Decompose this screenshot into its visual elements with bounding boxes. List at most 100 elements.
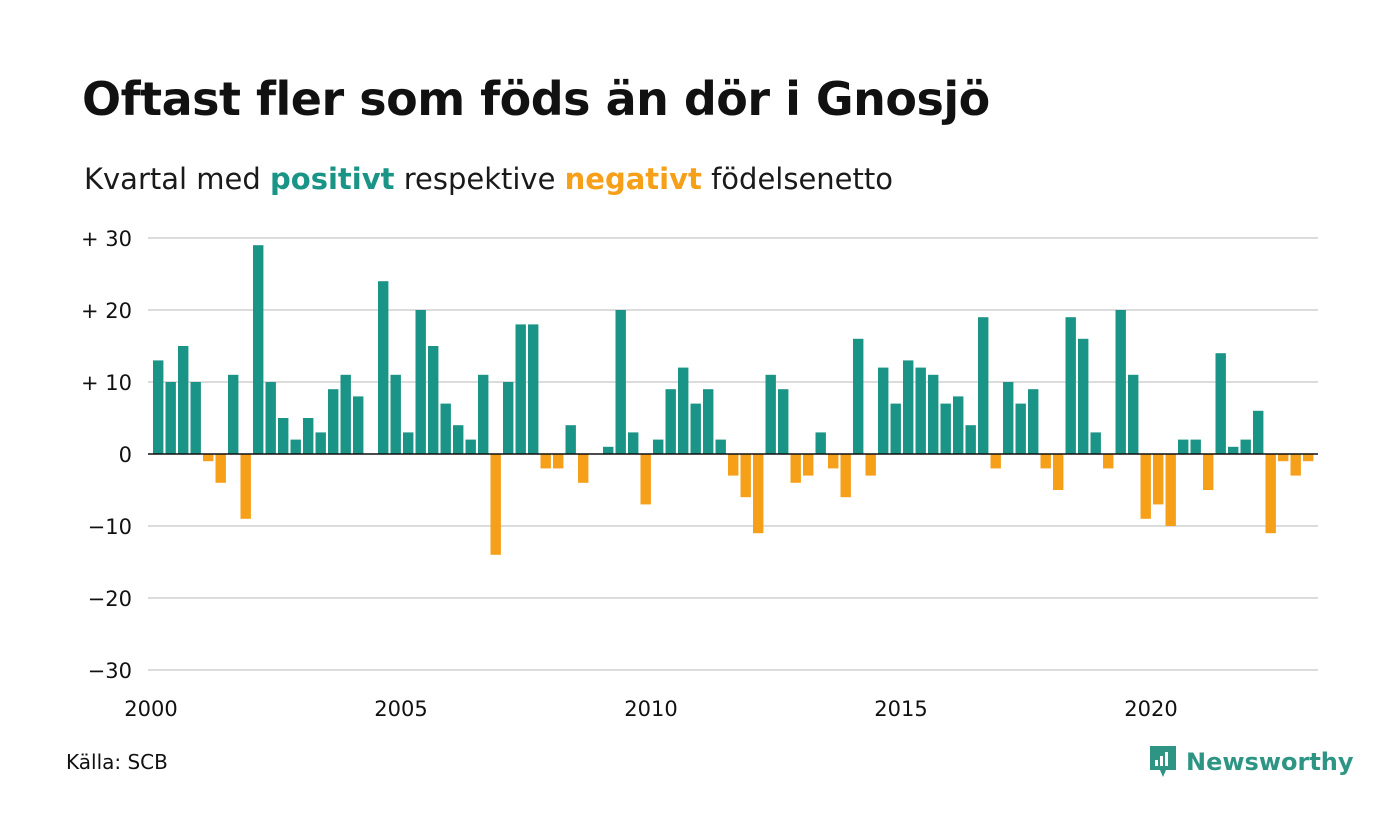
subtitle-middle: respektive xyxy=(394,162,565,196)
bar-positive xyxy=(653,439,664,454)
bar-positive xyxy=(1128,374,1139,454)
bar-negative xyxy=(578,454,589,483)
bar-positive xyxy=(165,382,176,454)
bar-positive xyxy=(528,324,539,454)
bar-negative xyxy=(803,454,814,476)
bar-positive xyxy=(178,346,189,454)
y-tick-label: −30 xyxy=(88,659,132,683)
bar-positive xyxy=(1065,317,1076,454)
bar-negative xyxy=(1203,454,1214,490)
bar-positive xyxy=(1215,353,1226,454)
chart-title: Oftast fler som föds än dör i Gnosjö xyxy=(82,72,990,126)
bar-positive xyxy=(1240,439,1251,454)
bar-negative xyxy=(640,454,651,505)
bar-positive xyxy=(915,367,926,454)
bar-positive xyxy=(440,403,451,454)
bar-negative xyxy=(1165,454,1176,526)
bar-negative xyxy=(1278,454,1289,462)
bar-negative xyxy=(865,454,876,476)
bar-positive xyxy=(1253,410,1264,454)
y-tick-label: −20 xyxy=(88,587,132,611)
bar-negative xyxy=(1140,454,1151,519)
bar-negative xyxy=(1053,454,1064,490)
bar-positive xyxy=(853,338,864,454)
bar-negative xyxy=(215,454,226,483)
bar-positive xyxy=(1015,403,1026,454)
bar-negative xyxy=(753,454,764,534)
bar-negative xyxy=(203,454,214,462)
bar-positive xyxy=(290,439,301,454)
x-tick-label: 2005 xyxy=(374,697,427,721)
y-tick-label: + 30 xyxy=(81,227,132,251)
bar-negative xyxy=(1265,454,1276,534)
bar-positive xyxy=(340,374,351,454)
bar-positive xyxy=(190,382,201,454)
bar-positive xyxy=(303,418,314,454)
bar-positive xyxy=(890,403,901,454)
bar-positive xyxy=(1090,432,1101,454)
bar-positive xyxy=(228,374,239,454)
newsworthy-chart-icon xyxy=(1150,746,1176,777)
bar-negative xyxy=(553,454,564,469)
bar-positive xyxy=(1115,310,1126,454)
x-tick-label: 2010 xyxy=(624,697,677,721)
bar-positive xyxy=(465,439,476,454)
bar-positive xyxy=(253,245,264,454)
bar-positive xyxy=(453,425,464,454)
bar-positive xyxy=(1190,439,1201,454)
subtitle-prefix: Kvartal med xyxy=(84,162,271,196)
bar-positive xyxy=(603,446,614,454)
bar-positive xyxy=(678,367,689,454)
y-axis-labels: + 30 + 20 + 10 0 −10 −20 −30 xyxy=(81,227,132,683)
bar-negative xyxy=(840,454,851,498)
bar-positive xyxy=(903,360,914,454)
bar-positive xyxy=(403,432,414,454)
bar-positive xyxy=(878,367,889,454)
bar-positive xyxy=(353,396,364,454)
bar-negative xyxy=(1153,454,1164,505)
bar-positive xyxy=(478,374,489,454)
bar-negative xyxy=(990,454,1001,469)
bar-negative xyxy=(828,454,839,469)
bar-positive xyxy=(665,389,676,454)
bar-positive xyxy=(765,374,776,454)
x-axis-labels: 2000 2005 2010 2015 2020 xyxy=(124,697,1177,721)
source-note: Källa: SCB xyxy=(66,750,168,774)
bar-negative xyxy=(1290,454,1301,476)
bar-positive xyxy=(965,425,976,454)
bar-positive xyxy=(615,310,626,454)
chart-subtitle: Kvartal med positivt respektive negativt… xyxy=(84,162,893,197)
subtitle-positive-word: positivt xyxy=(270,162,395,196)
subtitle-negative-word: negativt xyxy=(564,162,702,196)
bar-positive xyxy=(928,374,939,454)
bar-positive xyxy=(390,374,401,454)
bar-positive xyxy=(953,396,964,454)
y-tick-label: −10 xyxy=(88,515,132,539)
bar-positive xyxy=(1228,446,1239,454)
bar-positive xyxy=(1078,338,1089,454)
bar-positive xyxy=(715,439,726,454)
bar-negative xyxy=(240,454,251,519)
bar-positive xyxy=(690,403,701,454)
bar-positive xyxy=(703,389,714,454)
bar-positive xyxy=(315,432,326,454)
bar-negative xyxy=(790,454,801,483)
bar-positive xyxy=(978,317,989,454)
y-tick-label: + 20 xyxy=(81,299,132,323)
newsworthy-brand: Newsworthy xyxy=(1148,744,1354,780)
bar-positive xyxy=(1178,439,1189,454)
bar-positive xyxy=(1003,382,1014,454)
y-tick-label: + 10 xyxy=(81,371,132,395)
bars xyxy=(153,245,1314,555)
bar-negative xyxy=(490,454,501,555)
x-tick-label: 2020 xyxy=(1124,697,1177,721)
x-tick-label: 2015 xyxy=(874,697,927,721)
brand-name: Newsworthy xyxy=(1186,748,1354,776)
bar-positive xyxy=(1028,389,1039,454)
bar-positive xyxy=(778,389,789,454)
bar-positive xyxy=(940,403,951,454)
x-tick-label: 2000 xyxy=(124,697,177,721)
bar-negative xyxy=(740,454,751,498)
subtitle-suffix: födelsenetto xyxy=(701,162,893,196)
